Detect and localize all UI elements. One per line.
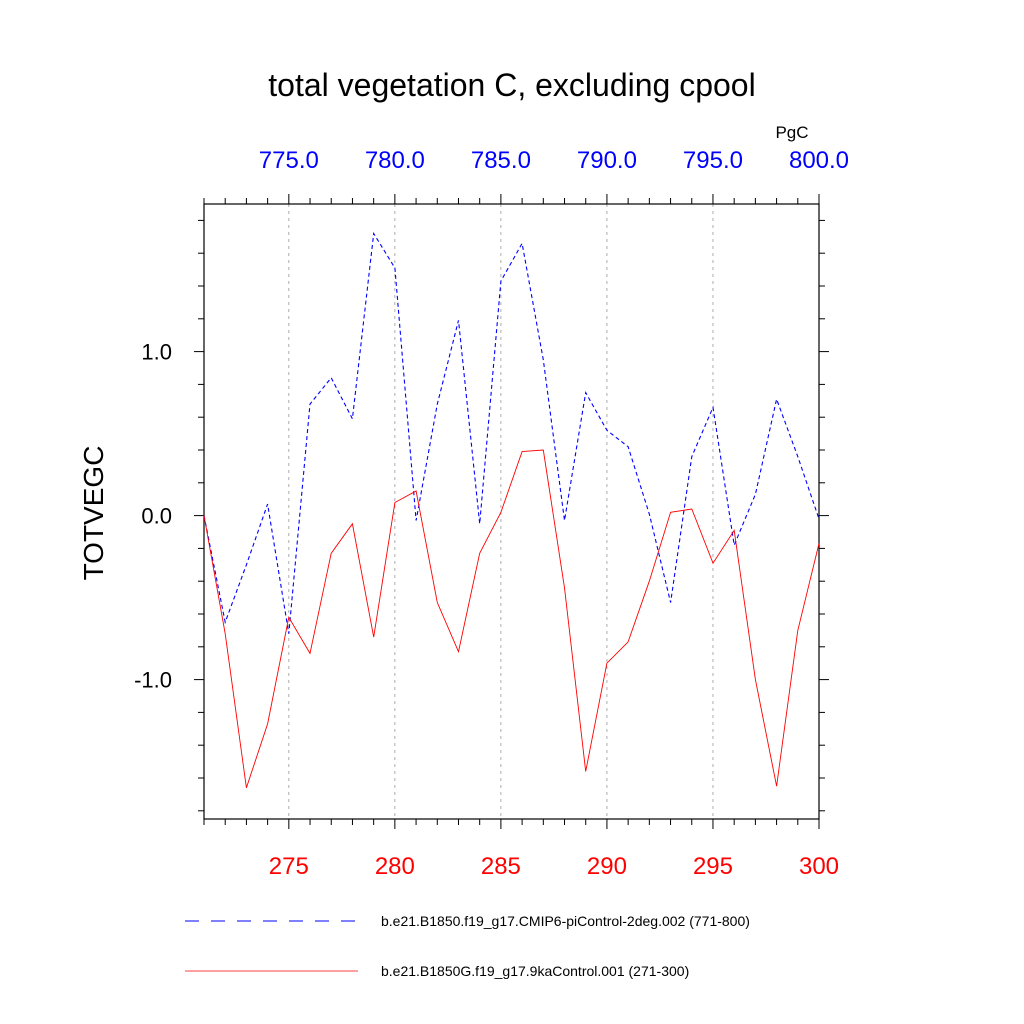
x-bottom-tick-label-285: 285 (481, 853, 521, 880)
x-top-tick-label-795.0: 795.0 (683, 147, 743, 174)
units-label: PgC (775, 123, 808, 142)
y-tick-label-1.0: 1.0 (141, 340, 172, 365)
axes: 275 280 285 290 295 300 775.0 780.0 785.0 790.0 79… (134, 147, 849, 880)
chart-title: total vegetation C, excluding cpool (268, 67, 755, 103)
x-bottom-tick-label-295: 295 (693, 853, 733, 880)
y-tick-label-0.0: 0.0 (141, 504, 172, 529)
x-bottom-tick-label-280: 280 (375, 853, 415, 880)
x-top-tick-label-790.0: 790.0 (577, 147, 637, 174)
x-top-tick-label-785.0: 785.0 (471, 147, 531, 174)
grid-lines (288, 204, 714, 819)
y-axis-label: TOTVEGC (78, 446, 109, 581)
x-top-tick-label-775.0: 775.0 (259, 147, 319, 174)
legend: b.e21.B1850.f19_g17.CMIP6-piControl-2deg… (185, 913, 750, 979)
x-bottom-tick-label-290: 290 (587, 853, 627, 880)
x-top-tick-label-800.0: 800.0 (789, 147, 849, 174)
x-top-tick-label-780.0: 780.0 (365, 147, 425, 174)
legend-label-blue: b.e21.B1850.f19_g17.CMIP6-piControl-2deg… (381, 913, 750, 929)
y-tick-label--1.0: -1.0 (134, 668, 172, 693)
x-bottom-tick-label-275: 275 (269, 853, 309, 880)
x-bottom-tick-label-300: 300 (799, 853, 839, 880)
data-series (203, 231, 820, 788)
series-line-1 (203, 449, 820, 788)
plot-frame (203, 203, 820, 820)
series-line-0 (203, 231, 820, 634)
legend-label-red: b.e21.B1850G.f19_g17.9kaControl.001 (271… (381, 963, 689, 979)
